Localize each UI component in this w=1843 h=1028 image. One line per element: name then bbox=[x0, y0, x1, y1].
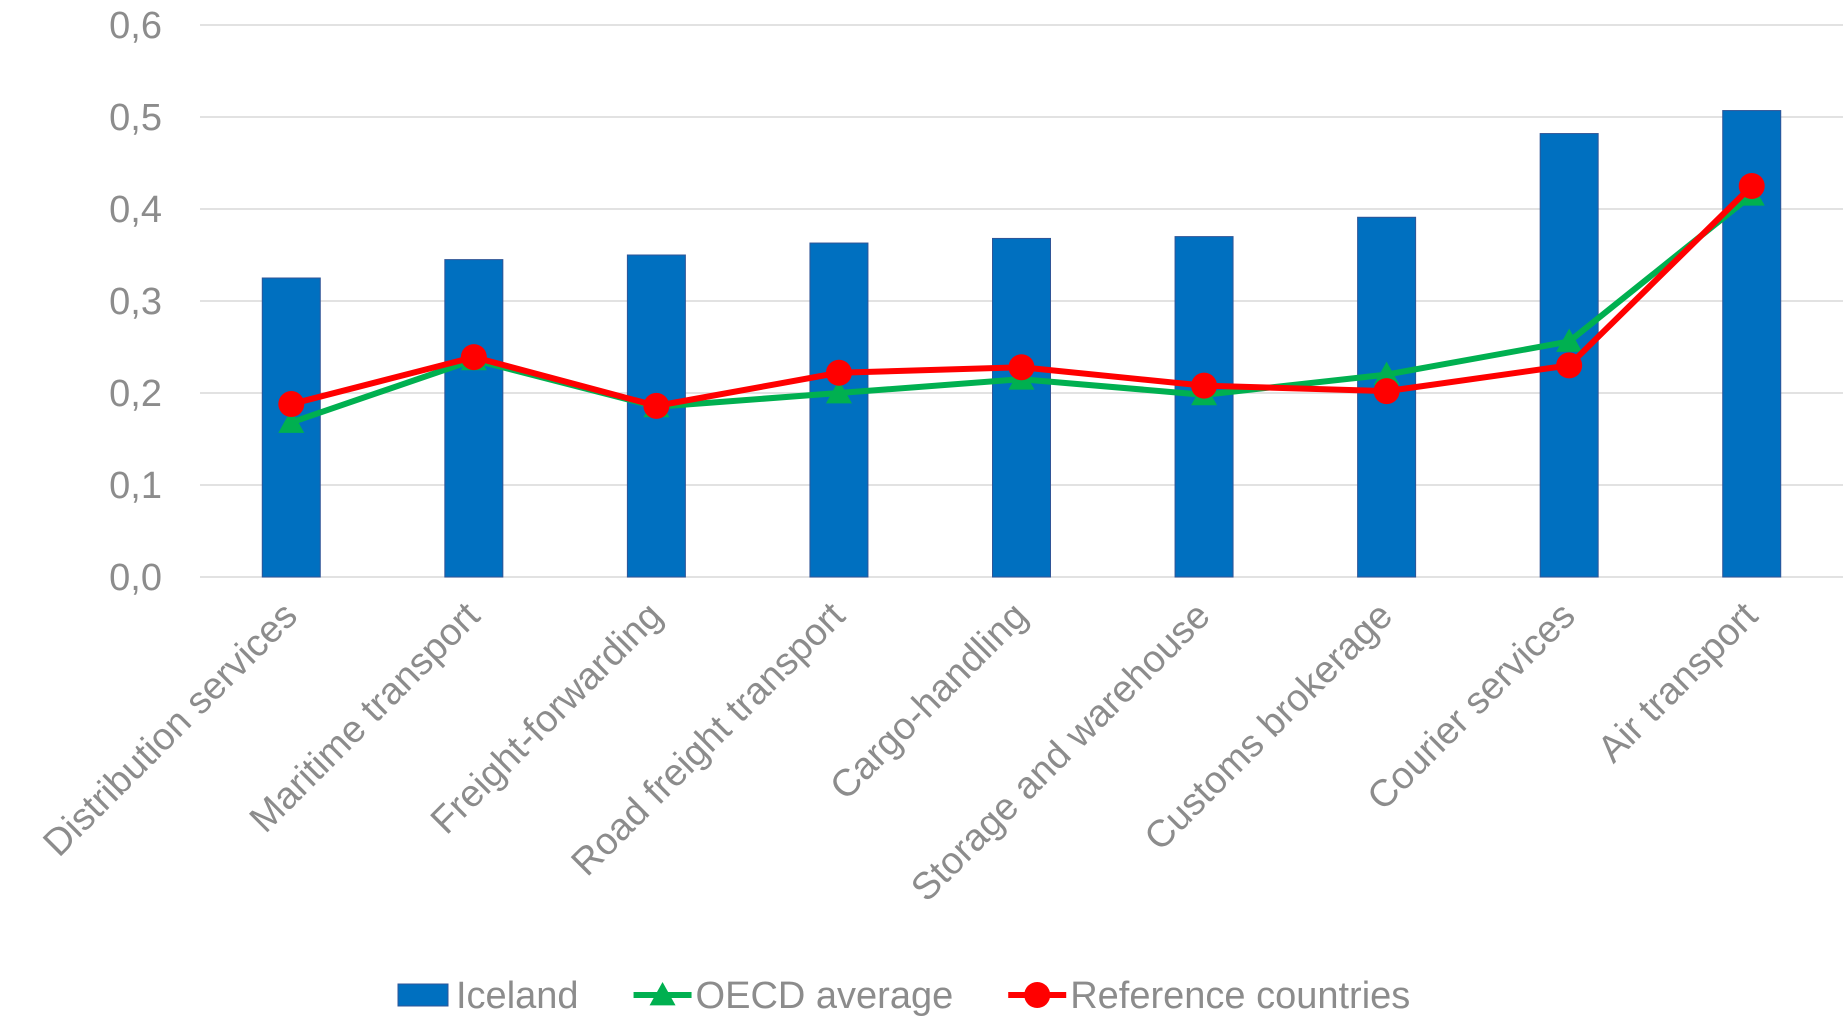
triangle-marker bbox=[825, 380, 852, 404]
triangle-marker bbox=[278, 409, 305, 433]
circle-marker bbox=[460, 344, 487, 371]
legend: Iceland OECD average Reference countries bbox=[397, 975, 1410, 1017]
legend-label: Reference countries bbox=[1070, 975, 1410, 1017]
circle-marker bbox=[1008, 354, 1035, 381]
circle-marker bbox=[1373, 378, 1400, 405]
y-tick-label: 0,2 bbox=[109, 373, 162, 415]
bar bbox=[444, 259, 504, 578]
circle-marker bbox=[1556, 352, 1583, 379]
circle-marker bbox=[1738, 173, 1765, 199]
y-tick-label: 0,0 bbox=[109, 557, 162, 599]
bar bbox=[809, 242, 869, 578]
triangle-marker bbox=[1556, 328, 1583, 352]
circle-marker bbox=[825, 359, 852, 386]
legend-label: Iceland bbox=[456, 975, 579, 1017]
circle-marker bbox=[1191, 372, 1218, 399]
line-series bbox=[278, 173, 1765, 433]
bar bbox=[1174, 236, 1234, 578]
triangle-marker bbox=[1373, 361, 1400, 385]
legend-swatch bbox=[397, 983, 449, 1007]
x-tick-label: Air transport bbox=[1590, 594, 1766, 770]
y-tick-label: 0,6 bbox=[109, 5, 162, 47]
circle-marker bbox=[643, 392, 670, 419]
y-tick-label: 0,1 bbox=[109, 465, 162, 507]
circle-marker bbox=[1024, 982, 1051, 1008]
legend-label: OECD average bbox=[696, 975, 954, 1017]
bar bbox=[992, 237, 1051, 578]
y-tick-label: 0,5 bbox=[109, 97, 162, 139]
x-tick-label: Storage and warehouse bbox=[903, 595, 1218, 910]
circle-marker bbox=[278, 391, 305, 418]
y-tick-label: 0,4 bbox=[109, 189, 162, 231]
y-tick-label: 0,3 bbox=[109, 281, 162, 323]
y-axis-ticks: 0,0 0,1 0,2 0,3 0,4 0,5 0,6 bbox=[109, 5, 162, 599]
triangle-marker bbox=[649, 982, 676, 1006]
x-tick-label: Cargo-handling bbox=[822, 595, 1035, 808]
